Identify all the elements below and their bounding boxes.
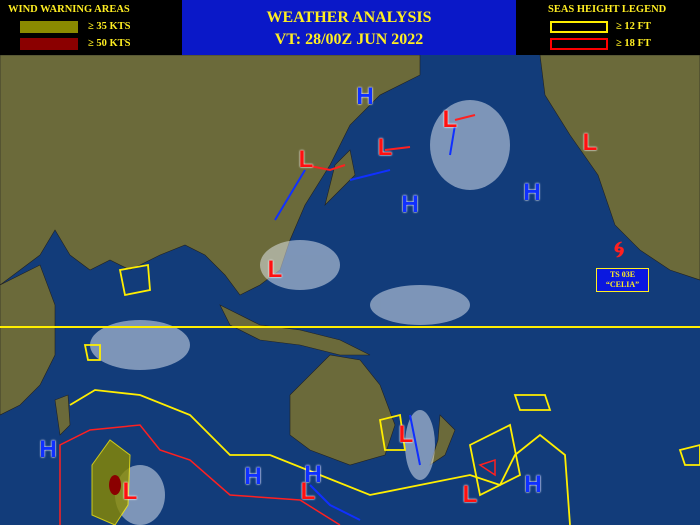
high-pressure-center: H: [401, 191, 419, 218]
title-panel: WEATHER ANALYSIS VT: 28/00Z JUN 2022: [182, 0, 516, 55]
wind-legend-title: WIND WARNING AREAS: [8, 4, 130, 15]
land-africa: [0, 264, 56, 416]
low-pressure-center: L: [462, 481, 478, 508]
valid-time: VT: 28/00Z JUN 2022: [274, 31, 424, 48]
low-pressure-center: L: [582, 129, 598, 156]
low-pressure-center: L: [377, 134, 393, 161]
weather-map: H H H H H H H L L L L L L L L L 🌀︎ TS 03…: [0, 55, 700, 525]
seas-18ft-contours: [59, 424, 496, 525]
fronts: [274, 114, 476, 521]
low-pressure-center: L: [442, 106, 458, 133]
storm-id: TS 03E: [609, 270, 636, 279]
seas-12-swatch: [550, 21, 608, 33]
seas-12-label: ≥ 12 FT: [616, 21, 651, 32]
map-background: [0, 55, 700, 525]
seas-18-swatch: [550, 38, 608, 50]
wind-warning-legend: WIND WARNING AREAS ≥ 35 KTS ≥ 50 KTS: [0, 0, 182, 55]
seas-12ft-contours: [69, 263, 700, 525]
land-japan: [324, 149, 356, 206]
wind-35-swatch: [20, 21, 78, 33]
storm-name: “CELIA”: [605, 280, 640, 289]
high-pressure-center: H: [524, 471, 542, 498]
header: WIND WARNING AREAS ≥ 35 KTS ≥ 50 KTS WEA…: [0, 0, 700, 55]
high-pressure-center: H: [523, 179, 541, 206]
cloud-cover: [90, 100, 510, 525]
land-madagascar: [54, 394, 71, 436]
low-pressure-center: L: [300, 478, 316, 505]
tropical-storm-icon: 🌀︎: [614, 238, 625, 263]
land-indonesia: [219, 304, 371, 356]
storm-label: TS 03E “CELIA”: [596, 268, 649, 292]
high-pressure-center: H: [39, 436, 57, 463]
seas-legend-title: SEAS HEIGHT LEGEND: [548, 4, 667, 15]
land-new-zealand: [429, 414, 456, 466]
wind-50-label: ≥ 50 KTS: [88, 38, 131, 49]
wind-35-label: ≥ 35 KTS: [88, 21, 131, 32]
low-pressure-center: L: [298, 146, 314, 173]
land-australia: [289, 354, 396, 466]
high-pressure-center: H: [304, 461, 322, 488]
wind-50-swatch: [20, 38, 78, 50]
high-pressure-center: H: [244, 463, 262, 490]
page-title: WEATHER ANALYSIS: [266, 9, 432, 26]
seas-18-label: ≥ 18 FT: [616, 38, 651, 49]
high-pressure-center: H: [356, 83, 374, 110]
land-asia: [0, 55, 421, 296]
low-pressure-center: L: [398, 421, 414, 448]
low-pressure-center: L: [267, 256, 283, 283]
wind-50kt-area: [109, 475, 121, 495]
low-pressure-center: L: [122, 478, 138, 505]
seas-height-legend: SEAS HEIGHT LEGEND ≥ 12 FT ≥ 18 FT: [516, 0, 700, 55]
land-north-america: [539, 55, 700, 281]
